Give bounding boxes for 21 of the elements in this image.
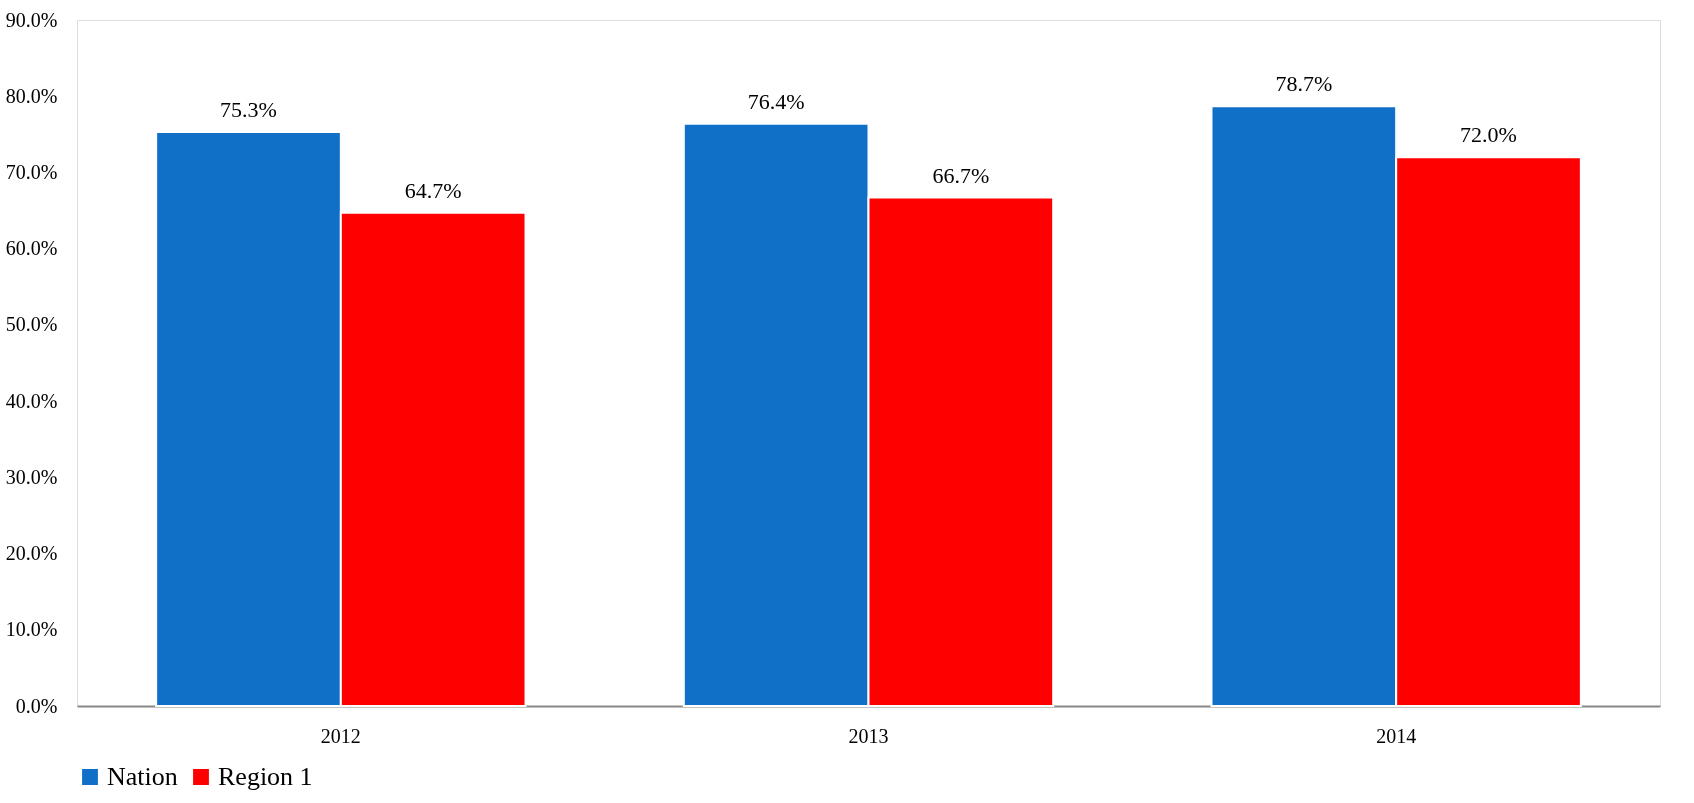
x-tick-label: 2012	[320, 724, 361, 747]
data-label: 78.7%	[1275, 71, 1333, 97]
legend-label: Region 1	[218, 762, 313, 791]
y-tick-label: 30.0%	[5, 465, 58, 488]
y-tick-label: 80.0%	[5, 84, 58, 107]
y-tick-label: 70.0%	[5, 160, 58, 183]
data-label: 72.0%	[1460, 122, 1517, 148]
x-tick-label: 2013	[848, 724, 889, 747]
data-label: 64.7%	[404, 177, 462, 203]
legend-label: Nation	[107, 762, 178, 791]
x-tick-label: 2014	[1376, 724, 1417, 747]
y-tick-label: 20.0%	[5, 542, 58, 565]
y-tick-label: 10.0%	[5, 618, 58, 641]
data-label: 75.3%	[220, 97, 277, 123]
y-tick-label: 50.0%	[5, 313, 58, 336]
y-tick-label: 90.0%	[5, 8, 58, 31]
data-label: 76.4%	[747, 88, 805, 114]
y-tick-label: 0.0%	[15, 694, 58, 717]
data-label: 66.7%	[932, 162, 990, 188]
y-tick-label: 40.0%	[5, 389, 58, 412]
y-tick-label: 60.0%	[5, 237, 58, 260]
